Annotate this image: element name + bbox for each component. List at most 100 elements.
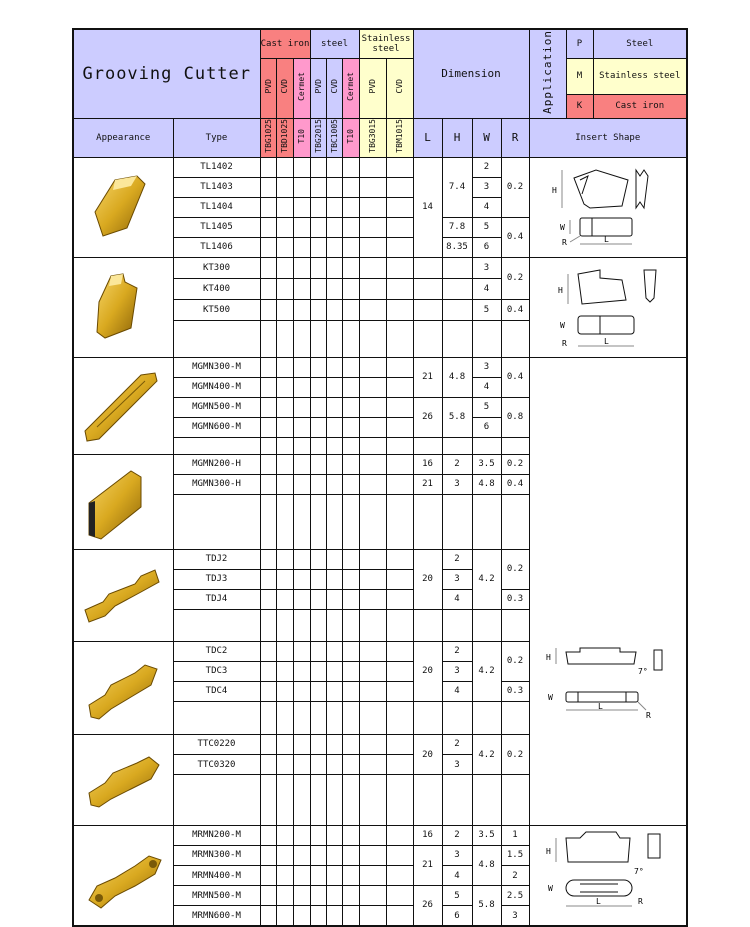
grade-availability-cell bbox=[259, 865, 277, 887]
grade-availability-cell bbox=[292, 588, 311, 610]
grade-availability-cell bbox=[309, 774, 327, 826]
type-header: Type bbox=[172, 117, 261, 158]
grade-availability-cell bbox=[275, 376, 294, 398]
grade-availability-cell bbox=[275, 754, 294, 776]
table-row: TL1405 7.8 5 0.4 bbox=[73, 216, 687, 258]
grade-availability-cell bbox=[275, 568, 294, 590]
grade-availability-cell bbox=[259, 548, 277, 570]
table-row bbox=[73, 493, 687, 550]
dim-h-cell bbox=[441, 256, 473, 279]
grade-availability-cell bbox=[325, 700, 343, 735]
dim-h-cell: 4 bbox=[441, 588, 473, 610]
legend-label-steel: Steel bbox=[592, 28, 688, 59]
grade-availability-cell bbox=[275, 640, 294, 662]
grade-availability-cell bbox=[292, 680, 311, 702]
dimension-header: Dimension bbox=[412, 28, 530, 119]
grade-availability-cell bbox=[385, 473, 414, 495]
grade-availability-cell bbox=[385, 774, 414, 826]
grade-availability-cell bbox=[341, 216, 360, 238]
kt-insert-drawing: H W L R bbox=[558, 269, 657, 348]
mgmn-m-insert-icon bbox=[84, 372, 158, 442]
type-cell: MGMN200-H bbox=[172, 453, 261, 475]
grade-availability-cell bbox=[325, 196, 343, 218]
type-cell: MGMN400-M bbox=[172, 376, 261, 398]
dim-h-cell: 4.8 bbox=[441, 356, 473, 398]
insert-shape-cell: H W L R bbox=[528, 256, 688, 358]
dimension-label: H bbox=[546, 653, 551, 662]
grade-availability-cell bbox=[325, 774, 343, 826]
table-row: MGMN300-M 21 4.8 3 0.4 H W L R 7° bbox=[72, 356, 688, 826]
table-row: TDC2 20 2 4.2 0.2 bbox=[72, 640, 687, 735]
dim-r-cell: 2 bbox=[500, 865, 530, 887]
dim-l-cell: 20 bbox=[412, 733, 443, 776]
mrmn-insert-icon bbox=[88, 855, 162, 909]
table-row bbox=[73, 436, 687, 455]
grade-availability-cell bbox=[259, 277, 277, 300]
application-label: Application bbox=[541, 30, 554, 114]
grade-label: T10 bbox=[346, 128, 355, 144]
dim-l-cell bbox=[412, 298, 443, 322]
grade-code: T10 bbox=[292, 117, 311, 158]
grade-availability-cell bbox=[309, 680, 327, 702]
grade-availability-cell bbox=[385, 680, 414, 702]
dim-h-cell bbox=[441, 700, 473, 735]
grade-availability-cell bbox=[292, 256, 311, 279]
grade-availability-cell bbox=[259, 376, 277, 398]
coating-label: PVD bbox=[368, 79, 377, 94]
grade-availability-cell bbox=[341, 436, 360, 455]
dim-h-cell: 2 bbox=[441, 548, 473, 570]
grade-availability-cell bbox=[292, 733, 311, 756]
dim-r-cell: 0.2 bbox=[500, 256, 530, 300]
grade-availability-cell bbox=[309, 196, 327, 218]
grade-availability-cell bbox=[325, 156, 343, 178]
grade-availability-cell bbox=[275, 156, 294, 178]
grade-label: TBG2015 bbox=[313, 119, 323, 153]
grade-availability-cell bbox=[259, 588, 277, 610]
grade-availability-cell bbox=[358, 700, 387, 735]
legend-code-p: P bbox=[565, 28, 594, 59]
grade-availability-cell bbox=[385, 156, 414, 178]
dim-h-cell: 4 bbox=[441, 865, 473, 887]
appearance-cell bbox=[72, 824, 174, 927]
grade-availability-cell bbox=[259, 216, 277, 238]
grade-availability-cell bbox=[292, 608, 311, 642]
table-row: MGMN600-M 6 bbox=[73, 416, 687, 438]
grade-availability-cell bbox=[325, 754, 343, 776]
grade-availability-cell bbox=[292, 473, 311, 495]
grade-availability-cell bbox=[292, 216, 311, 238]
grade-availability-cell bbox=[309, 700, 327, 735]
grade-availability-cell bbox=[325, 824, 343, 846]
dimension-label: R bbox=[638, 897, 643, 906]
grade-availability-cell bbox=[358, 376, 387, 398]
table-row: TDJ4 4 0.3 bbox=[73, 588, 687, 610]
grade-availability-cell bbox=[275, 396, 294, 418]
grade-availability-cell bbox=[275, 298, 294, 322]
grade-availability-cell bbox=[341, 256, 360, 279]
grade-availability-cell bbox=[292, 660, 311, 682]
grade-availability-cell bbox=[309, 277, 327, 300]
grade-availability-cell bbox=[385, 608, 414, 642]
grade-availability-cell bbox=[325, 356, 343, 378]
dim-l-cell: 20 bbox=[412, 548, 443, 610]
group-cast-iron: Cast iron bbox=[259, 28, 311, 59]
grade-availability-cell bbox=[341, 277, 360, 300]
grade-availability-cell bbox=[341, 588, 360, 610]
mrmn-insert-drawing: H W L R 7° bbox=[546, 831, 661, 907]
grade-availability-cell bbox=[309, 256, 327, 279]
grade-availability-cell bbox=[275, 824, 294, 846]
grade-code: TBG1025 bbox=[259, 117, 277, 158]
table-row: TDC4 4 0.3 bbox=[73, 680, 687, 702]
dim-l-cell: 16 bbox=[412, 824, 443, 846]
grade-availability-cell bbox=[292, 376, 311, 398]
type-cell: MRMN400-M bbox=[172, 865, 261, 887]
type-cell: KT500 bbox=[172, 298, 261, 322]
type-cell: TDJ4 bbox=[172, 588, 261, 610]
grade-availability-cell bbox=[292, 356, 311, 378]
grade-availability-cell bbox=[259, 256, 277, 279]
grade-availability-cell bbox=[341, 156, 360, 178]
grade-availability-cell bbox=[309, 376, 327, 398]
dim-r-cell: 0.2 bbox=[500, 733, 530, 776]
dim-h-cell bbox=[441, 277, 473, 300]
grade-availability-cell bbox=[292, 298, 311, 322]
grade-availability-cell bbox=[358, 885, 387, 907]
